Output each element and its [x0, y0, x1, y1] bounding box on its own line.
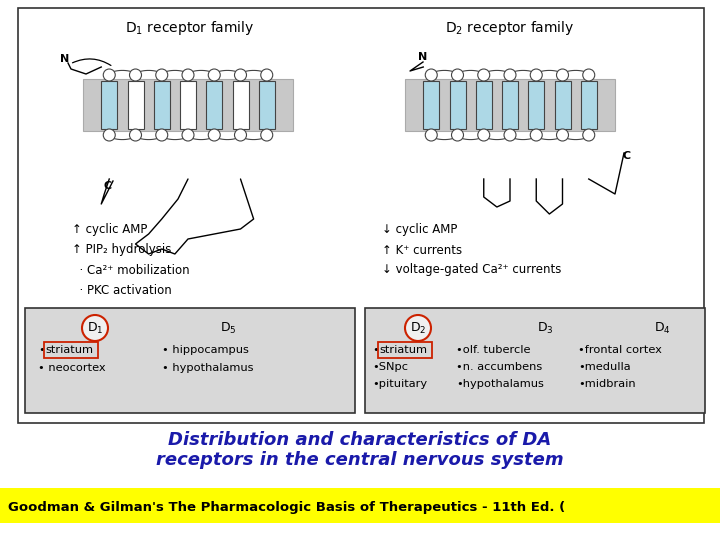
FancyBboxPatch shape: [476, 81, 492, 129]
Circle shape: [208, 129, 220, 141]
Circle shape: [156, 69, 168, 81]
Text: · Ca²⁺ mobilization: · Ca²⁺ mobilization: [72, 264, 189, 276]
FancyBboxPatch shape: [258, 81, 275, 129]
Circle shape: [182, 129, 194, 141]
FancyBboxPatch shape: [25, 308, 355, 413]
Circle shape: [235, 129, 246, 141]
Text: •SNpc: •SNpc: [372, 362, 408, 372]
Circle shape: [582, 129, 595, 141]
Text: · PKC activation: · PKC activation: [72, 284, 172, 296]
Text: • hypothalamus: • hypothalamus: [162, 363, 253, 373]
FancyBboxPatch shape: [405, 79, 615, 131]
Text: D$_3$: D$_3$: [536, 320, 553, 335]
Circle shape: [530, 129, 542, 141]
Text: •olf. tubercle: •olf. tubercle: [456, 345, 531, 355]
Text: ↑ K⁺ currents: ↑ K⁺ currents: [382, 244, 462, 256]
Circle shape: [504, 129, 516, 141]
FancyBboxPatch shape: [0, 488, 720, 523]
Text: D$_5$: D$_5$: [220, 320, 236, 335]
FancyBboxPatch shape: [127, 81, 143, 129]
Text: •hypothalamus: •hypothalamus: [456, 379, 544, 389]
FancyBboxPatch shape: [449, 81, 466, 129]
Text: N: N: [418, 52, 428, 62]
Circle shape: [426, 69, 437, 81]
Text: • hippocampus: • hippocampus: [162, 345, 249, 355]
Text: D$_2$ receptor family: D$_2$ receptor family: [445, 19, 575, 37]
Text: D$_1$: D$_1$: [86, 320, 103, 335]
Text: ↓ cyclic AMP: ↓ cyclic AMP: [382, 224, 457, 237]
Circle shape: [103, 129, 115, 141]
Circle shape: [182, 69, 194, 81]
Circle shape: [451, 69, 464, 81]
Circle shape: [582, 69, 595, 81]
Text: •medulla: •medulla: [578, 362, 631, 372]
FancyBboxPatch shape: [528, 81, 544, 129]
Circle shape: [478, 69, 490, 81]
Circle shape: [478, 129, 490, 141]
Circle shape: [82, 315, 108, 341]
Circle shape: [557, 129, 569, 141]
Text: C: C: [104, 181, 112, 191]
Circle shape: [208, 69, 220, 81]
Text: Goodman & Gilman's The Pharmacologic Basis of Therapeutics - 11th Ed. (: Goodman & Gilman's The Pharmacologic Bas…: [8, 501, 565, 514]
FancyBboxPatch shape: [502, 81, 518, 129]
Text: •pituitary: •pituitary: [372, 379, 427, 389]
Circle shape: [261, 129, 273, 141]
Text: •: •: [372, 345, 379, 355]
FancyBboxPatch shape: [206, 81, 222, 129]
FancyBboxPatch shape: [154, 81, 170, 129]
Text: •midbrain: •midbrain: [578, 379, 636, 389]
FancyBboxPatch shape: [581, 81, 597, 129]
Text: •n. accumbens: •n. accumbens: [456, 362, 542, 372]
FancyBboxPatch shape: [180, 81, 196, 129]
Text: ↑ cyclic AMP: ↑ cyclic AMP: [72, 224, 148, 237]
Circle shape: [426, 129, 437, 141]
FancyBboxPatch shape: [423, 81, 439, 129]
Text: C: C: [623, 151, 631, 161]
FancyBboxPatch shape: [83, 79, 293, 131]
Circle shape: [557, 69, 569, 81]
Text: •frontal cortex: •frontal cortex: [578, 345, 662, 355]
Circle shape: [130, 69, 142, 81]
Text: D$_1$ receptor family: D$_1$ receptor family: [125, 19, 255, 37]
FancyBboxPatch shape: [18, 8, 704, 423]
Circle shape: [103, 69, 115, 81]
Circle shape: [156, 129, 168, 141]
Text: D$_2$: D$_2$: [410, 320, 426, 335]
Circle shape: [504, 69, 516, 81]
Text: striatum: striatum: [45, 345, 93, 355]
Text: receptors in the central nervous system: receptors in the central nervous system: [156, 451, 564, 469]
Circle shape: [530, 69, 542, 81]
Circle shape: [261, 69, 273, 81]
Text: D$_4$: D$_4$: [654, 320, 670, 335]
FancyBboxPatch shape: [102, 81, 117, 129]
FancyBboxPatch shape: [233, 81, 248, 129]
Circle shape: [130, 129, 142, 141]
FancyBboxPatch shape: [554, 81, 570, 129]
Text: ↑ PIP₂ hydrolysis: ↑ PIP₂ hydrolysis: [72, 244, 171, 256]
Text: •: •: [38, 345, 45, 355]
Circle shape: [235, 69, 246, 81]
Text: ↓ voltage-gated Ca²⁺ currents: ↓ voltage-gated Ca²⁺ currents: [382, 264, 562, 276]
Text: • neocortex: • neocortex: [38, 363, 106, 373]
Circle shape: [451, 129, 464, 141]
Text: striatum: striatum: [379, 345, 427, 355]
Circle shape: [405, 315, 431, 341]
FancyBboxPatch shape: [365, 308, 705, 413]
Text: Distribution and characteristics of DA: Distribution and characteristics of DA: [168, 431, 552, 449]
Text: N: N: [60, 54, 70, 64]
